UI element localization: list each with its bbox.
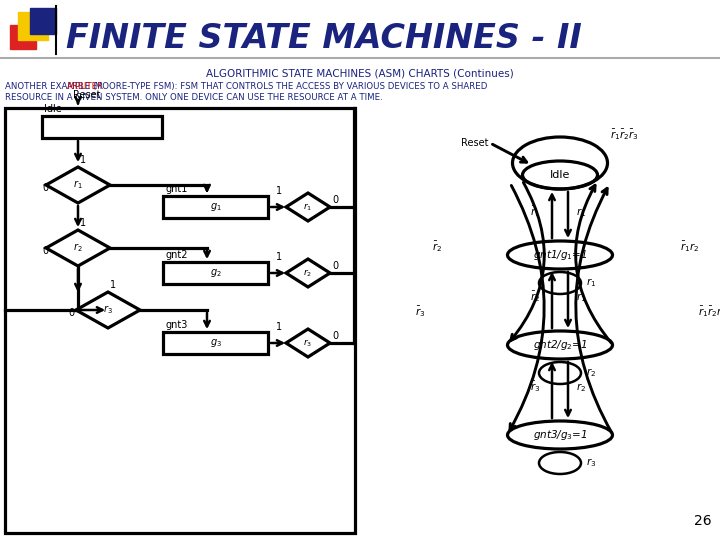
- Bar: [30, 8, 56, 34]
- Text: $\bar{r}_1$: $\bar{r}_1$: [530, 204, 540, 219]
- Text: $\bar{r}_2$: $\bar{r}_2$: [432, 239, 442, 254]
- Text: RESOURCE IN A GIVEN SYSTEM. ONLY ONE DEVICE CAN USE THE RESOURCE AT A TIME.: RESOURCE IN A GIVEN SYSTEM. ONLY ONE DEV…: [5, 93, 383, 102]
- Bar: [18, 12, 48, 40]
- Text: gnt3/$g_3$=1: gnt3/$g_3$=1: [533, 428, 588, 442]
- Text: gnt1: gnt1: [165, 184, 187, 194]
- Text: $r_3$: $r_3$: [303, 338, 312, 349]
- Text: FINITE STATE MACHINES - II: FINITE STATE MACHINES - II: [66, 22, 582, 55]
- Text: 1: 1: [80, 155, 86, 165]
- Bar: [163, 196, 268, 218]
- Text: $g_1$: $g_1$: [210, 201, 221, 213]
- Text: ARBITER: ARBITER: [66, 82, 104, 91]
- Text: Idle: Idle: [44, 104, 62, 114]
- Text: $r_1$: $r_1$: [576, 291, 586, 304]
- Text: 0: 0: [68, 308, 74, 318]
- Text: 26: 26: [694, 514, 712, 528]
- Text: $g_3$: $g_3$: [210, 337, 222, 349]
- Text: 0: 0: [42, 183, 48, 193]
- Bar: [163, 262, 268, 284]
- Text: 1: 1: [110, 280, 116, 290]
- Text: $r_3$: $r_3$: [103, 303, 113, 316]
- Text: $\bar{r}_2$: $\bar{r}_2$: [530, 289, 540, 304]
- Bar: [5, 108, 355, 533]
- Bar: [163, 332, 268, 354]
- Text: $r_1$: $r_1$: [586, 276, 596, 289]
- Text: 1: 1: [80, 218, 86, 228]
- Text: gnt2: gnt2: [165, 250, 187, 260]
- Text: $r_1$: $r_1$: [303, 201, 312, 213]
- Text: 0: 0: [332, 261, 338, 271]
- Text: $r_1$: $r_1$: [576, 206, 586, 219]
- Bar: [10, 25, 36, 49]
- Text: 1: 1: [276, 322, 282, 332]
- Text: $g_2$: $g_2$: [210, 267, 221, 279]
- Text: 0: 0: [332, 195, 338, 205]
- Text: $\bar{r}_3$: $\bar{r}_3$: [415, 304, 425, 319]
- Text: Reset: Reset: [73, 90, 101, 100]
- Text: 0: 0: [42, 246, 48, 256]
- Text: $r_2$: $r_2$: [303, 267, 312, 279]
- Text: $r_2$: $r_2$: [73, 241, 83, 254]
- Text: MOORE-TYPE FSM): FSM THAT CONTROLS THE ACCESS BY VARIOUS DEVICES TO A SHARED: MOORE-TYPE FSM): FSM THAT CONTROLS THE A…: [92, 82, 487, 91]
- Text: gnt2/$g_2$=1: gnt2/$g_2$=1: [533, 338, 588, 352]
- Text: $\bar{r}_1\bar{r}_2r_3$: $\bar{r}_1\bar{r}_2r_3$: [698, 304, 720, 319]
- Text: $r_3$: $r_3$: [586, 456, 596, 469]
- Text: Reset: Reset: [461, 138, 488, 148]
- Text: Idle: Idle: [550, 170, 570, 180]
- Text: $\bar{r}_1\bar{r}_2\bar{r}_3$: $\bar{r}_1\bar{r}_2\bar{r}_3$: [610, 127, 639, 142]
- Text: $\bar{r}_1r_2$: $\bar{r}_1r_2$: [680, 239, 699, 254]
- Text: 1: 1: [276, 252, 282, 262]
- Text: gnt3: gnt3: [165, 320, 187, 330]
- Text: $r_2$: $r_2$: [576, 381, 586, 394]
- Text: 0: 0: [332, 331, 338, 341]
- Text: gnt1/$g_1$=1: gnt1/$g_1$=1: [533, 248, 588, 262]
- Text: $\bar{r}_3$: $\bar{r}_3$: [530, 379, 540, 394]
- Bar: [42, 116, 162, 138]
- Text: ANOTHER EXAMPLE (: ANOTHER EXAMPLE (: [5, 82, 96, 91]
- Text: $r_2$: $r_2$: [586, 366, 596, 379]
- Text: 1: 1: [276, 186, 282, 196]
- Text: $r_1$: $r_1$: [73, 179, 83, 191]
- Text: ALGORITHMIC STATE MACHINES (ASM) CHARTS (Continues): ALGORITHMIC STATE MACHINES (ASM) CHARTS …: [206, 68, 514, 78]
